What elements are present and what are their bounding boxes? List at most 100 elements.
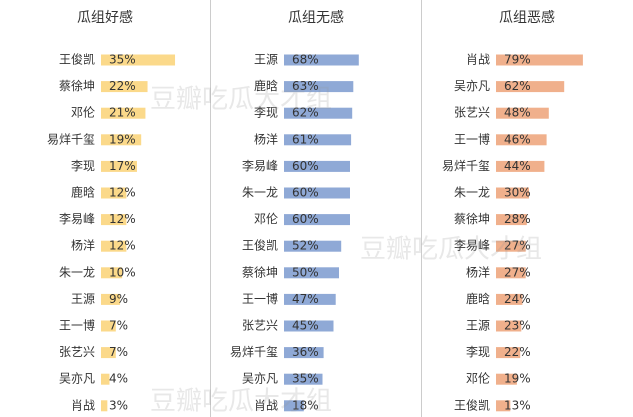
value-label: 50% xyxy=(292,265,319,279)
value-label: 60% xyxy=(292,212,319,226)
value-label: 27% xyxy=(504,239,531,253)
category-label: 易烊千玺 xyxy=(442,159,490,173)
category-label: 蔡徐坤 xyxy=(454,211,490,226)
bar xyxy=(101,107,146,119)
category-label: 鹿晗 xyxy=(466,291,490,306)
bar xyxy=(496,347,521,359)
bar xyxy=(284,347,324,359)
category-label: 杨洋 xyxy=(71,238,95,253)
bar xyxy=(496,107,549,119)
value-label: 27% xyxy=(504,265,531,279)
bar xyxy=(101,320,116,332)
value-label: 22% xyxy=(504,345,531,359)
category-label: 朱一龙 xyxy=(454,186,490,200)
bar xyxy=(496,134,547,146)
value-label: 47% xyxy=(292,292,319,306)
value-label: 46% xyxy=(504,132,531,146)
value-label: 52% xyxy=(292,239,319,253)
value-label: 28% xyxy=(504,212,531,226)
category-label: 易烊千玺 xyxy=(230,345,278,359)
value-label: 13% xyxy=(504,398,531,412)
category-label: 王源 xyxy=(254,53,278,67)
category-label: 王俊凯 xyxy=(242,238,278,253)
bar xyxy=(101,214,127,226)
watermark: 豆瓣吃瓜大才组 xyxy=(360,235,542,265)
bar xyxy=(284,187,350,199)
value-label: 19% xyxy=(109,132,136,146)
watermark: 豆瓣吃瓜大才组 xyxy=(150,387,332,417)
value-label: 23% xyxy=(504,319,531,333)
bar xyxy=(284,293,336,305)
category-label: 易烊千玺 xyxy=(47,132,95,146)
bar xyxy=(284,373,323,385)
category-label: 蔡徐坤 xyxy=(242,264,278,279)
value-label: 68% xyxy=(292,53,319,67)
panel-title: 瓜组无感 xyxy=(288,9,344,26)
panel-title: 瓜组好感 xyxy=(77,9,133,26)
category-label: 吴亦凡 xyxy=(242,371,278,386)
bar xyxy=(496,54,583,66)
value-label: 21% xyxy=(109,106,136,120)
bar xyxy=(496,267,526,279)
bar xyxy=(496,160,545,172)
category-label: 邓伦 xyxy=(254,211,278,226)
bar xyxy=(284,240,342,252)
category-label: 王俊凯 xyxy=(454,397,490,412)
value-label: 79% xyxy=(504,53,531,67)
category-label: 王一博 xyxy=(59,318,95,333)
bar xyxy=(101,293,121,305)
category-label: 李易峰 xyxy=(454,238,490,253)
value-label: 18% xyxy=(292,398,319,412)
category-label: 蔡徐坤 xyxy=(59,78,95,93)
category-label: 王一博 xyxy=(242,291,278,306)
panel-title: 瓜组恶感 xyxy=(499,9,555,26)
category-label: 朱一龙 xyxy=(242,186,278,200)
value-label: 9% xyxy=(109,292,128,306)
category-label: 王源 xyxy=(466,319,490,333)
bar xyxy=(284,400,304,412)
value-label: 62% xyxy=(504,79,531,93)
category-label: 王一博 xyxy=(454,131,490,146)
bar xyxy=(101,160,137,172)
value-label: 7% xyxy=(109,345,128,359)
bar xyxy=(101,187,127,199)
bar xyxy=(101,134,142,146)
bar xyxy=(101,54,176,66)
value-label: 7% xyxy=(109,319,128,333)
category-label: 朱一龙 xyxy=(59,265,95,279)
bar xyxy=(284,160,350,172)
bar xyxy=(101,240,127,252)
value-label: 19% xyxy=(504,372,531,386)
bar xyxy=(496,400,511,412)
category-label: 李易峰 xyxy=(242,158,278,173)
bar xyxy=(284,214,350,226)
value-label: 12% xyxy=(109,212,136,226)
bar xyxy=(284,320,334,332)
value-label: 36% xyxy=(292,345,319,359)
value-label: 63% xyxy=(292,79,319,93)
value-label: 45% xyxy=(292,319,319,333)
bar xyxy=(284,81,354,93)
bar xyxy=(496,240,526,252)
value-label: 61% xyxy=(292,132,319,146)
bar xyxy=(496,373,517,385)
value-label: 24% xyxy=(504,292,531,306)
bar xyxy=(284,107,353,119)
value-label: 30% xyxy=(504,186,531,200)
watermark: 豆瓣吃瓜大才组 xyxy=(150,85,332,115)
category-label: 杨洋 xyxy=(254,131,278,146)
value-label: 17% xyxy=(109,159,136,173)
bar xyxy=(496,81,565,93)
bar xyxy=(101,400,108,412)
bar xyxy=(101,347,116,359)
category-label: 邓伦 xyxy=(71,105,95,120)
bar xyxy=(496,214,527,226)
bar xyxy=(284,267,339,279)
category-label: 张艺兴 xyxy=(242,319,278,333)
bar xyxy=(101,267,123,279)
category-label: 王源 xyxy=(71,292,95,306)
value-label: 12% xyxy=(109,186,136,200)
bar xyxy=(101,81,148,93)
category-label: 邓伦 xyxy=(466,371,490,386)
